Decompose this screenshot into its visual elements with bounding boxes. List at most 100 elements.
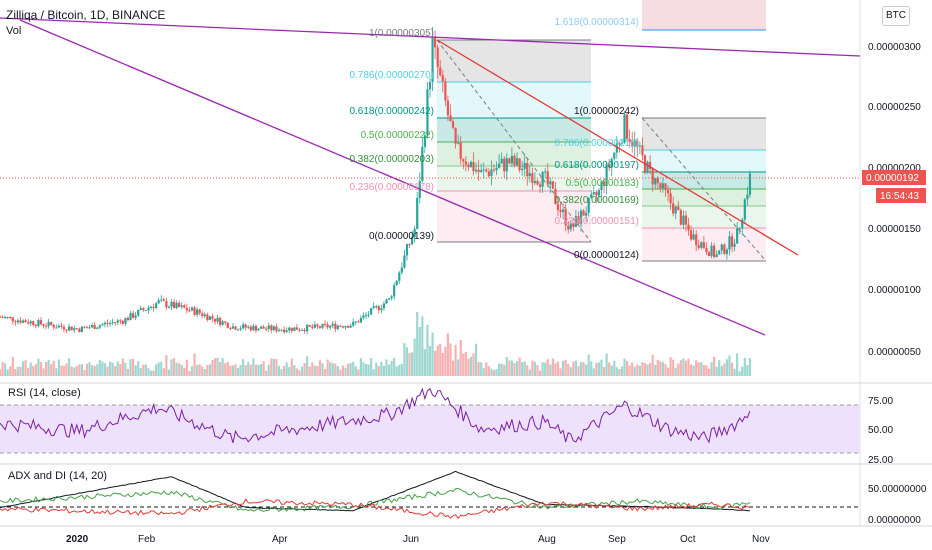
- volume-bar: [313, 365, 316, 376]
- volume-bar: [538, 370, 542, 376]
- volume-bar: [610, 365, 613, 376]
- candle-body: [738, 228, 741, 230]
- channel-lower-trendline[interactable]: [19, 19, 766, 336]
- candle-body: [60, 325, 63, 327]
- volume-bar: [656, 360, 659, 376]
- candle-body: [106, 322, 109, 324]
- candle-body: [725, 249, 729, 254]
- candle-body: [513, 155, 516, 166]
- rsi-title: RSI (14, close): [8, 387, 81, 399]
- candle-body: [331, 323, 334, 326]
- volume-bar: [748, 358, 752, 376]
- candle-body: [679, 210, 682, 225]
- volume-bar: [331, 363, 334, 376]
- volume-bar: [403, 343, 406, 376]
- candle-body: [469, 161, 473, 168]
- volume-label: Vol: [6, 25, 22, 37]
- channel-upper-trendline[interactable]: [0, 17, 861, 57]
- volume-bar: [633, 366, 636, 376]
- candle-body: [1, 316, 4, 318]
- volume-bar: [152, 370, 155, 376]
- volume-bar: [124, 362, 127, 376]
- volume-bar: [254, 364, 258, 376]
- volume-bar: [352, 361, 355, 376]
- fib-retracement-2[interactable]: [641, 0, 767, 262]
- candle-body: [9, 316, 12, 318]
- volume-bar: [426, 324, 429, 376]
- volume-bar: [211, 360, 214, 376]
- candle-body: [666, 189, 670, 194]
- volume-bar: [410, 352, 414, 376]
- volume-bar: [436, 345, 439, 376]
- volume-bar: [554, 363, 557, 376]
- price-axis[interactable]: 0.00000300 0.00000250 0.00000200 0.00000…: [868, 42, 921, 358]
- candle-body: [487, 171, 490, 177]
- countdown-value: 16:54:43: [880, 191, 919, 202]
- volume-bar: [505, 356, 508, 376]
- candle-body: [155, 303, 158, 309]
- candle-body: [421, 146, 424, 181]
- candle-body: [139, 308, 142, 311]
- volume-bar: [357, 369, 360, 376]
- candle-body: [367, 314, 370, 316]
- volume-bar: [472, 353, 475, 376]
- volume-bar: [625, 361, 629, 376]
- fib2-label-5: 0.5(0.00000183): [566, 178, 639, 189]
- candle-body: [147, 307, 150, 311]
- candle-body: [684, 215, 688, 225]
- price-tick: 0.00000150: [868, 224, 921, 235]
- candle-body: [231, 326, 235, 329]
- time-label: Jun: [403, 534, 419, 545]
- volume-bar: [170, 359, 173, 376]
- volume-bar: [515, 361, 519, 376]
- candle-body: [426, 89, 429, 136]
- volume-bar: [346, 363, 350, 376]
- candle-body: [344, 325, 347, 328]
- candle-body: [221, 321, 224, 325]
- volume-bar: [482, 368, 485, 376]
- red-descending-trendline[interactable]: [436, 39, 799, 256]
- volume-bar: [316, 366, 319, 376]
- adx-panel[interactable]: ADX and DI (14, 20) 50.00000000 0.000000…: [0, 470, 927, 526]
- volume-bar: [270, 358, 273, 376]
- candle-body: [313, 324, 316, 328]
- volume-bar: [339, 369, 342, 376]
- currency-button[interactable]: BTC: [882, 6, 910, 26]
- candle-body: [700, 242, 703, 248]
- volume-bar: [157, 362, 160, 376]
- volume-bar: [541, 362, 544, 376]
- candle-body: [705, 247, 708, 253]
- candle-body: [203, 314, 206, 317]
- volume-bar: [24, 360, 27, 376]
- volume-bar: [738, 371, 741, 376]
- volume-bar: [661, 362, 665, 376]
- volume-bar: [283, 366, 286, 376]
- candle-body: [321, 323, 324, 328]
- candle-body: [439, 67, 442, 76]
- fib1-label-236: 0.236(0.00000178): [349, 182, 434, 193]
- volume-bar: [743, 357, 746, 376]
- volume-bar: [672, 359, 675, 376]
- fib1-labels: 1(0.00000305) 0.786(0.00000270) 0.618(0.…: [349, 28, 434, 242]
- volume-bar: [44, 361, 48, 376]
- candle-body: [311, 326, 314, 328]
- volume-bar: [684, 360, 688, 376]
- candle-body: [641, 145, 644, 156]
- candle-body: [352, 321, 355, 326]
- volume-bar: [549, 364, 552, 376]
- time-axis[interactable]: 2020 Feb Apr Jun Aug Sep Oct Nov: [66, 534, 770, 545]
- volume-bar: [508, 360, 511, 376]
- volume-bar: [213, 358, 217, 376]
- candle-body: [14, 321, 17, 323]
- volume-bar: [19, 366, 22, 376]
- candle-body: [167, 306, 171, 308]
- volume-bar: [68, 358, 71, 376]
- volume-bar: [367, 364, 370, 376]
- rsi-panel[interactable]: RSI (14, close) 75.00 50.00 25.00: [0, 387, 893, 466]
- candle-body: [746, 194, 749, 200]
- volume-bar: [75, 366, 78, 376]
- volume-bar: [21, 361, 25, 376]
- candle-body: [42, 324, 45, 326]
- candle-body: [615, 143, 618, 153]
